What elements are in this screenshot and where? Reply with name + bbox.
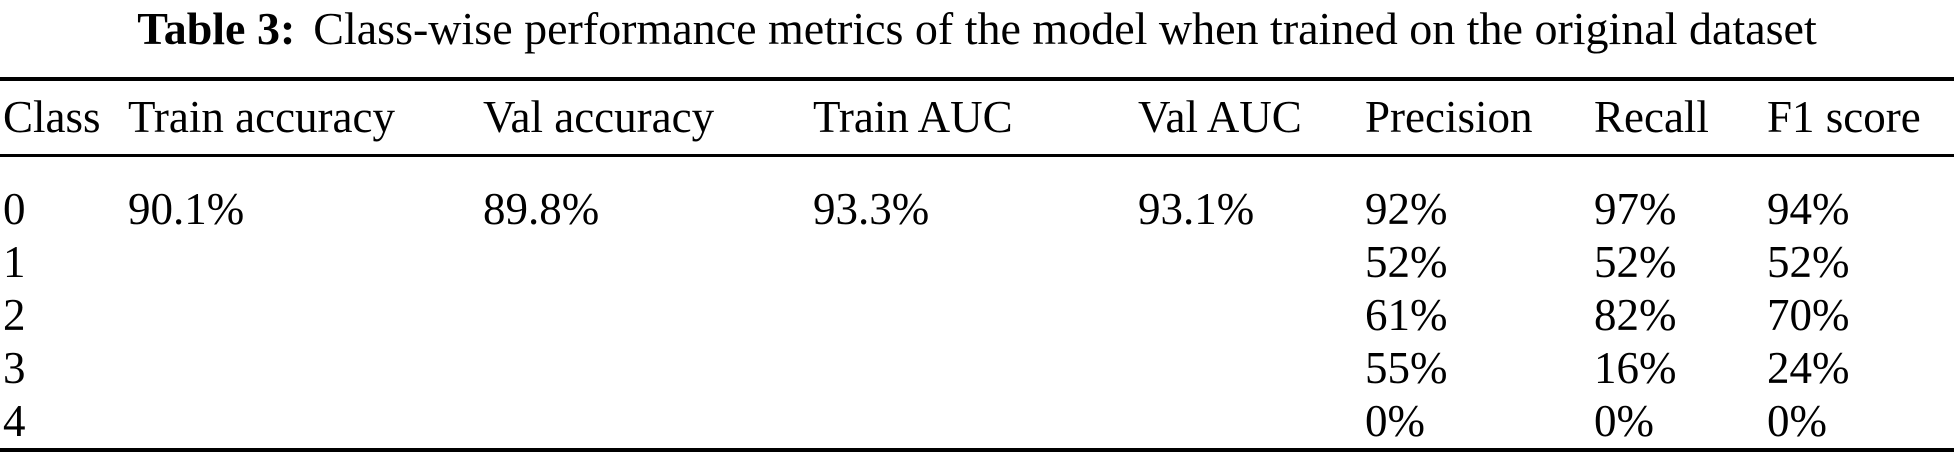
cell-precision: 52%	[1365, 237, 1448, 287]
cell-f1-score: 52%	[1767, 237, 1850, 287]
cell-val-auc	[1138, 236, 1365, 289]
table-row-class-4: 4 0% 0% 0%	[0, 395, 1954, 448]
table-caption: Table 3: Class-wise performance metrics o…	[0, 0, 1954, 60]
cell-recall: 82%	[1594, 290, 1677, 340]
cell-val-accuracy: 89.8%	[483, 184, 600, 234]
table-caption-text: Class-wise performance metrics of the mo…	[313, 3, 1817, 54]
header-val-auc: Val AUC	[1138, 92, 1302, 142]
cell-recall: 16%	[1594, 343, 1677, 393]
cell-val-auc	[1138, 289, 1365, 342]
cell-val-auc	[1138, 395, 1365, 448]
cell-class: 4	[3, 396, 26, 446]
cell-train-auc	[813, 289, 1138, 342]
table-header-row: Class Train accuracy Val accuracy Train …	[0, 81, 1954, 157]
table-row-class-0: 0 90.1% 89.8% 93.3% 93.1% 92% 97% 94%	[0, 183, 1954, 236]
cell-recall: 0%	[1594, 396, 1654, 446]
cell-train-accuracy: 90.1%	[128, 184, 245, 234]
header-precision: Precision	[1365, 92, 1533, 142]
cell-f1-score: 0%	[1767, 396, 1827, 446]
table-row-class-1: 1 52% 52% 52%	[0, 236, 1954, 289]
table-row-class-2: 2 61% 82% 70%	[0, 289, 1954, 342]
cell-precision: 61%	[1365, 290, 1448, 340]
table-row-class-3: 3 55% 16% 24%	[0, 342, 1954, 395]
cell-recall: 52%	[1594, 237, 1677, 287]
cell-train-auc	[813, 395, 1138, 448]
cell-precision: 0%	[1365, 396, 1425, 446]
cell-precision: 92%	[1365, 184, 1448, 234]
cell-train-accuracy	[128, 342, 483, 395]
cell-f1-score: 94%	[1767, 184, 1850, 234]
metrics-table: Class Train accuracy Val accuracy Train …	[0, 77, 1954, 452]
cell-f1-score: 70%	[1767, 290, 1850, 340]
cell-precision: 55%	[1365, 343, 1448, 393]
cell-train-auc: 93.3%	[813, 184, 930, 234]
cell-train-accuracy	[128, 236, 483, 289]
cell-class: 3	[3, 343, 26, 393]
cell-train-accuracy	[128, 395, 483, 448]
cell-val-auc: 93.1%	[1138, 184, 1255, 234]
cell-class: 2	[3, 290, 26, 340]
header-class: Class	[3, 92, 101, 142]
cell-val-accuracy	[483, 289, 813, 342]
header-train-auc: Train AUC	[813, 92, 1013, 142]
cell-val-auc	[1138, 342, 1365, 395]
header-f1-score: F1 score	[1767, 92, 1921, 142]
header-train-accuracy: Train accuracy	[128, 92, 395, 142]
cell-val-accuracy	[483, 342, 813, 395]
cell-f1-score: 24%	[1767, 343, 1850, 393]
header-recall: Recall	[1594, 92, 1709, 142]
cell-train-auc	[813, 342, 1138, 395]
cell-class: 0	[3, 184, 26, 234]
cell-val-accuracy	[483, 395, 813, 448]
table-body: 0 90.1% 89.8% 93.3% 93.1% 92% 97% 94% 1 …	[0, 157, 1954, 448]
cell-val-accuracy	[483, 236, 813, 289]
cell-class: 1	[3, 237, 26, 287]
cell-train-auc	[813, 236, 1138, 289]
table-caption-label: Table 3:	[137, 3, 296, 54]
cell-recall: 97%	[1594, 184, 1677, 234]
cell-train-accuracy	[128, 289, 483, 342]
header-val-accuracy: Val accuracy	[483, 92, 715, 142]
